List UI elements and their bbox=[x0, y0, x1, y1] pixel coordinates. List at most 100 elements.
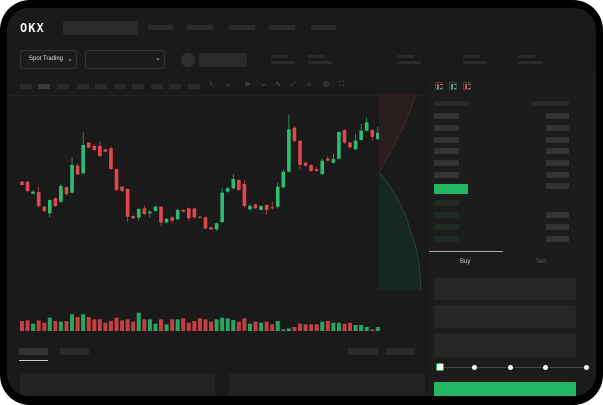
candle-body bbox=[270, 207, 274, 209]
tab-buy-label: Buy bbox=[460, 259, 471, 265]
bid-row-price[interactable] bbox=[434, 200, 459, 206]
candle-body bbox=[248, 206, 252, 210]
orderbook-header-price bbox=[434, 101, 469, 106]
volume-bar bbox=[281, 329, 286, 331]
orderbook-bids-icon[interactable] bbox=[449, 82, 457, 90]
candle-body bbox=[42, 206, 47, 211]
candle-body bbox=[98, 146, 102, 156]
fullscreen-icon[interactable]: ⛶ bbox=[339, 81, 344, 88]
orderbook-header-amount bbox=[532, 101, 569, 106]
candle-body bbox=[225, 188, 230, 192]
timeframe-option[interactable] bbox=[77, 84, 89, 89]
candle-body bbox=[175, 210, 180, 220]
amount-input[interactable] bbox=[434, 305, 576, 328]
stat-label bbox=[518, 55, 535, 58]
tab-sell[interactable]: Sell bbox=[503, 251, 583, 271]
ask-row-price[interactable] bbox=[434, 137, 459, 143]
camera-icon[interactable]: ⌂ bbox=[307, 81, 312, 88]
chevron-down-icon: ⌄ bbox=[67, 56, 73, 63]
nav-item[interactable] bbox=[311, 25, 336, 30]
ask-row-price[interactable] bbox=[434, 160, 459, 166]
volume-bar bbox=[242, 318, 247, 331]
stat-label bbox=[397, 55, 414, 58]
last-price-highlight[interactable] bbox=[434, 184, 468, 194]
candle-body bbox=[281, 171, 286, 188]
timeframe-option[interactable] bbox=[114, 84, 126, 89]
nav-item[interactable] bbox=[229, 25, 255, 30]
orderbook-asks-icon[interactable] bbox=[463, 82, 471, 90]
volume-bar bbox=[147, 319, 152, 331]
bid-row-price[interactable] bbox=[434, 224, 459, 230]
volume-bar bbox=[81, 314, 86, 331]
volume-bar bbox=[214, 319, 219, 331]
stat-label bbox=[271, 55, 288, 58]
coin-avatar bbox=[181, 53, 195, 67]
tab-order-history[interactable] bbox=[60, 348, 89, 355]
volume-bar bbox=[298, 323, 302, 331]
slider-stop-50[interactable] bbox=[508, 364, 513, 370]
timeframe-option[interactable] bbox=[95, 84, 107, 89]
candle-body bbox=[264, 205, 269, 210]
timeframe-option[interactable] bbox=[188, 84, 200, 89]
ask-row-price[interactable] bbox=[434, 125, 459, 131]
filter-button[interactable] bbox=[348, 348, 378, 355]
candle-body bbox=[114, 169, 119, 190]
volume-bar bbox=[320, 321, 325, 331]
volume-bar bbox=[203, 319, 208, 331]
volume-bar bbox=[120, 320, 125, 331]
slider-stop-75[interactable] bbox=[543, 364, 548, 370]
ruler-icon[interactable]: ⟋ bbox=[291, 81, 296, 88]
volume-bar bbox=[103, 322, 108, 331]
tab-buy[interactable]: Buy bbox=[429, 251, 503, 271]
chevron-down-icon[interactable]: ⌄ bbox=[261, 81, 267, 88]
nav-item[interactable] bbox=[148, 25, 173, 30]
timeframe-option[interactable] bbox=[151, 84, 163, 89]
indicator-icon[interactable]: ⑊ bbox=[209, 81, 214, 88]
chevron-down-icon[interactable]: ⌄ bbox=[225, 81, 231, 88]
ask-row-price[interactable] bbox=[434, 113, 459, 119]
slider-stop-25[interactable] bbox=[472, 364, 477, 370]
depth-asks-line bbox=[379, 95, 416, 173]
nav-item[interactable] bbox=[269, 25, 295, 30]
timeframe-option[interactable] bbox=[20, 84, 32, 89]
volume-bar bbox=[142, 319, 147, 331]
amount-slider[interactable] bbox=[436, 362, 589, 372]
okx-logo[interactable]: OKX bbox=[20, 22, 60, 34]
candle-body bbox=[86, 142, 91, 148]
volume-bar bbox=[314, 324, 319, 331]
ask-row-amount bbox=[546, 113, 569, 119]
orderbook-both-icon[interactable] bbox=[435, 82, 443, 90]
settings-icon[interactable]: ◎ bbox=[323, 81, 330, 88]
timeframe-option[interactable] bbox=[132, 84, 144, 89]
ask-row-price[interactable] bbox=[434, 172, 459, 178]
buy-submit-button[interactable] bbox=[434, 382, 576, 396]
bid-row-price[interactable] bbox=[434, 212, 459, 218]
tab-open-orders[interactable] bbox=[19, 348, 48, 355]
volume-bar bbox=[275, 321, 280, 331]
ask-row-amount bbox=[546, 172, 569, 178]
slider-stop-100[interactable] bbox=[584, 364, 589, 370]
pair-selector[interactable]: ⌄ bbox=[85, 50, 165, 69]
filter-button[interactable] bbox=[386, 348, 415, 355]
nav-item[interactable] bbox=[187, 25, 213, 30]
candlestick-chart[interactable] bbox=[7, 95, 382, 335]
price-input[interactable] bbox=[434, 278, 576, 300]
candle-body bbox=[192, 208, 197, 218]
draw-icon[interactable]: ⊳ bbox=[245, 81, 251, 88]
line-icon[interactable]: ∿ bbox=[275, 81, 281, 88]
spot-trading-selector[interactable]: Spot Trading ⌄ bbox=[20, 50, 77, 69]
timeframe-option[interactable] bbox=[57, 84, 69, 89]
volume-bar bbox=[64, 321, 69, 331]
total-input[interactable] bbox=[434, 333, 576, 357]
slider-handle[interactable] bbox=[436, 363, 444, 371]
timeframe-active[interactable] bbox=[38, 84, 50, 89]
volume-bar bbox=[253, 321, 258, 331]
candle-body bbox=[170, 217, 174, 221]
candle-body bbox=[359, 130, 363, 140]
ask-row-price[interactable] bbox=[434, 148, 459, 154]
timeframe-option[interactable] bbox=[169, 84, 181, 89]
bid-row-price[interactable] bbox=[434, 236, 459, 242]
stat-label bbox=[308, 55, 325, 58]
search-placeholder[interactable] bbox=[63, 21, 138, 35]
stat-value bbox=[308, 61, 332, 64]
